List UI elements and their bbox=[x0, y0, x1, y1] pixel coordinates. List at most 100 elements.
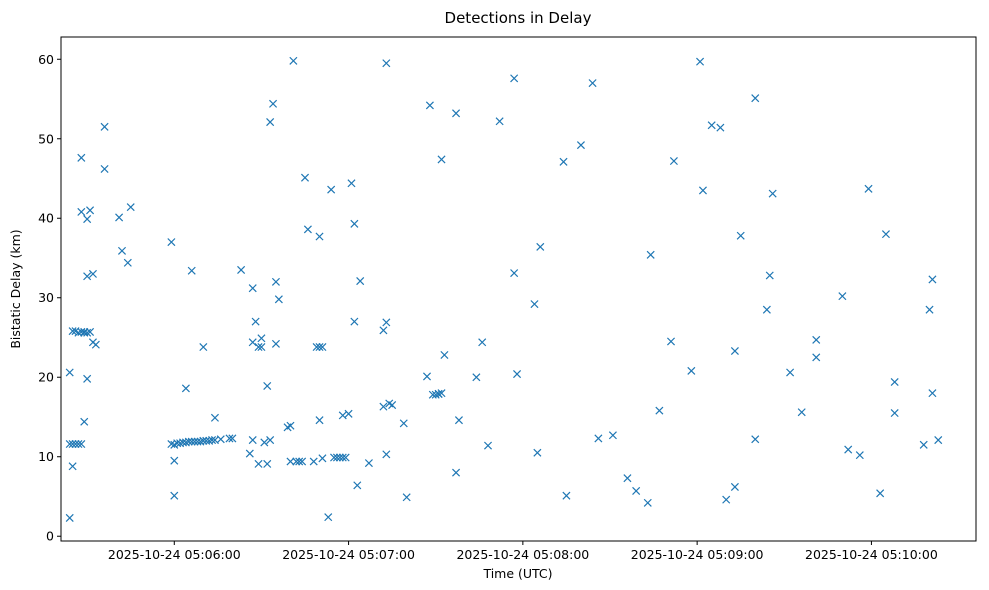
data-points bbox=[65, 56, 943, 522]
data-point bbox=[303, 225, 312, 234]
data-point bbox=[350, 317, 359, 326]
data-point bbox=[736, 231, 745, 240]
data-point bbox=[632, 486, 641, 495]
data-point bbox=[797, 408, 806, 417]
data-point bbox=[86, 206, 95, 215]
data-point bbox=[318, 343, 327, 352]
data-point bbox=[257, 334, 266, 343]
data-point bbox=[812, 335, 821, 344]
data-point bbox=[170, 456, 179, 465]
data-point bbox=[928, 389, 937, 398]
data-point bbox=[91, 340, 100, 349]
data-point bbox=[332, 453, 341, 462]
x-tick-label: 2025-10-24 05:09:00 bbox=[631, 547, 764, 562]
data-point bbox=[199, 436, 208, 445]
data-point bbox=[786, 368, 795, 377]
data-point bbox=[379, 402, 388, 411]
data-point bbox=[315, 416, 324, 425]
data-point bbox=[437, 389, 446, 398]
data-point bbox=[77, 439, 86, 449]
data-point bbox=[812, 353, 821, 362]
data-point bbox=[263, 459, 272, 468]
data-point bbox=[83, 272, 92, 281]
data-point bbox=[266, 436, 275, 445]
data-point bbox=[437, 155, 446, 164]
data-point bbox=[237, 265, 246, 274]
data-point bbox=[838, 292, 847, 301]
x-tick-label: 2025-10-24 05:07:00 bbox=[282, 547, 415, 562]
data-point bbox=[431, 390, 440, 399]
data-point bbox=[344, 409, 353, 418]
data-point bbox=[666, 337, 676, 346]
x-tick-label: 2025-10-24 05:10:00 bbox=[805, 547, 938, 562]
data-point bbox=[286, 421, 295, 430]
data-point bbox=[300, 173, 310, 182]
data-point bbox=[123, 258, 132, 267]
data-point bbox=[687, 366, 696, 375]
data-point bbox=[71, 439, 80, 449]
data-point bbox=[115, 213, 124, 222]
data-point bbox=[399, 419, 408, 428]
data-point bbox=[855, 451, 864, 460]
x-axis-ticks: 2025-10-24 05:06:00 2025-10-24 05:07:00 20… bbox=[108, 541, 938, 562]
data-point bbox=[646, 250, 655, 259]
data-point bbox=[327, 185, 336, 194]
data-point bbox=[890, 377, 899, 387]
data-point bbox=[562, 491, 571, 500]
data-point bbox=[208, 436, 217, 445]
data-point bbox=[762, 305, 771, 314]
data-point bbox=[402, 493, 411, 502]
data-point bbox=[934, 436, 943, 445]
data-point bbox=[765, 271, 774, 280]
data-point bbox=[844, 445, 853, 454]
data-point bbox=[184, 437, 193, 446]
data-point bbox=[588, 79, 597, 88]
data-point bbox=[919, 440, 928, 449]
data-point bbox=[350, 219, 359, 228]
data-point bbox=[696, 57, 705, 66]
x-tick-label: 2025-10-24 05:08:00 bbox=[456, 547, 589, 562]
data-point bbox=[379, 326, 388, 335]
data-point bbox=[257, 343, 266, 352]
data-point bbox=[730, 346, 739, 356]
y-axis-title: Bistatic Delay (km) bbox=[8, 229, 23, 348]
data-point bbox=[928, 275, 937, 284]
data-point bbox=[74, 439, 83, 449]
data-point bbox=[292, 457, 301, 466]
data-point bbox=[260, 438, 269, 447]
plot-frame bbox=[60, 36, 977, 542]
data-point bbox=[440, 350, 449, 360]
data-point bbox=[576, 141, 585, 150]
data-point bbox=[388, 401, 397, 410]
data-point bbox=[88, 269, 97, 278]
data-point bbox=[353, 481, 362, 490]
data-point bbox=[83, 328, 92, 337]
data-point bbox=[324, 513, 333, 522]
data-point bbox=[559, 157, 568, 166]
data-point bbox=[315, 343, 324, 352]
data-point bbox=[347, 179, 356, 188]
data-point bbox=[623, 474, 632, 483]
data-point bbox=[669, 156, 678, 166]
data-point bbox=[248, 436, 257, 445]
data-point bbox=[643, 498, 652, 507]
data-point bbox=[274, 295, 283, 304]
y-tick-label: 10 bbox=[38, 449, 54, 464]
data-point bbox=[254, 459, 263, 468]
data-point bbox=[452, 468, 461, 477]
data-point bbox=[356, 277, 365, 286]
data-point bbox=[608, 431, 617, 440]
data-point bbox=[751, 94, 760, 103]
data-point bbox=[65, 368, 74, 377]
data-point bbox=[594, 434, 603, 443]
data-point bbox=[510, 74, 519, 83]
data-point bbox=[536, 242, 545, 251]
data-point bbox=[245, 449, 254, 458]
data-point bbox=[187, 266, 196, 275]
data-point bbox=[364, 459, 373, 468]
y-tick-label: 0 bbox=[46, 529, 54, 544]
data-point bbox=[225, 434, 234, 443]
data-point bbox=[338, 453, 347, 462]
data-point bbox=[495, 117, 504, 126]
